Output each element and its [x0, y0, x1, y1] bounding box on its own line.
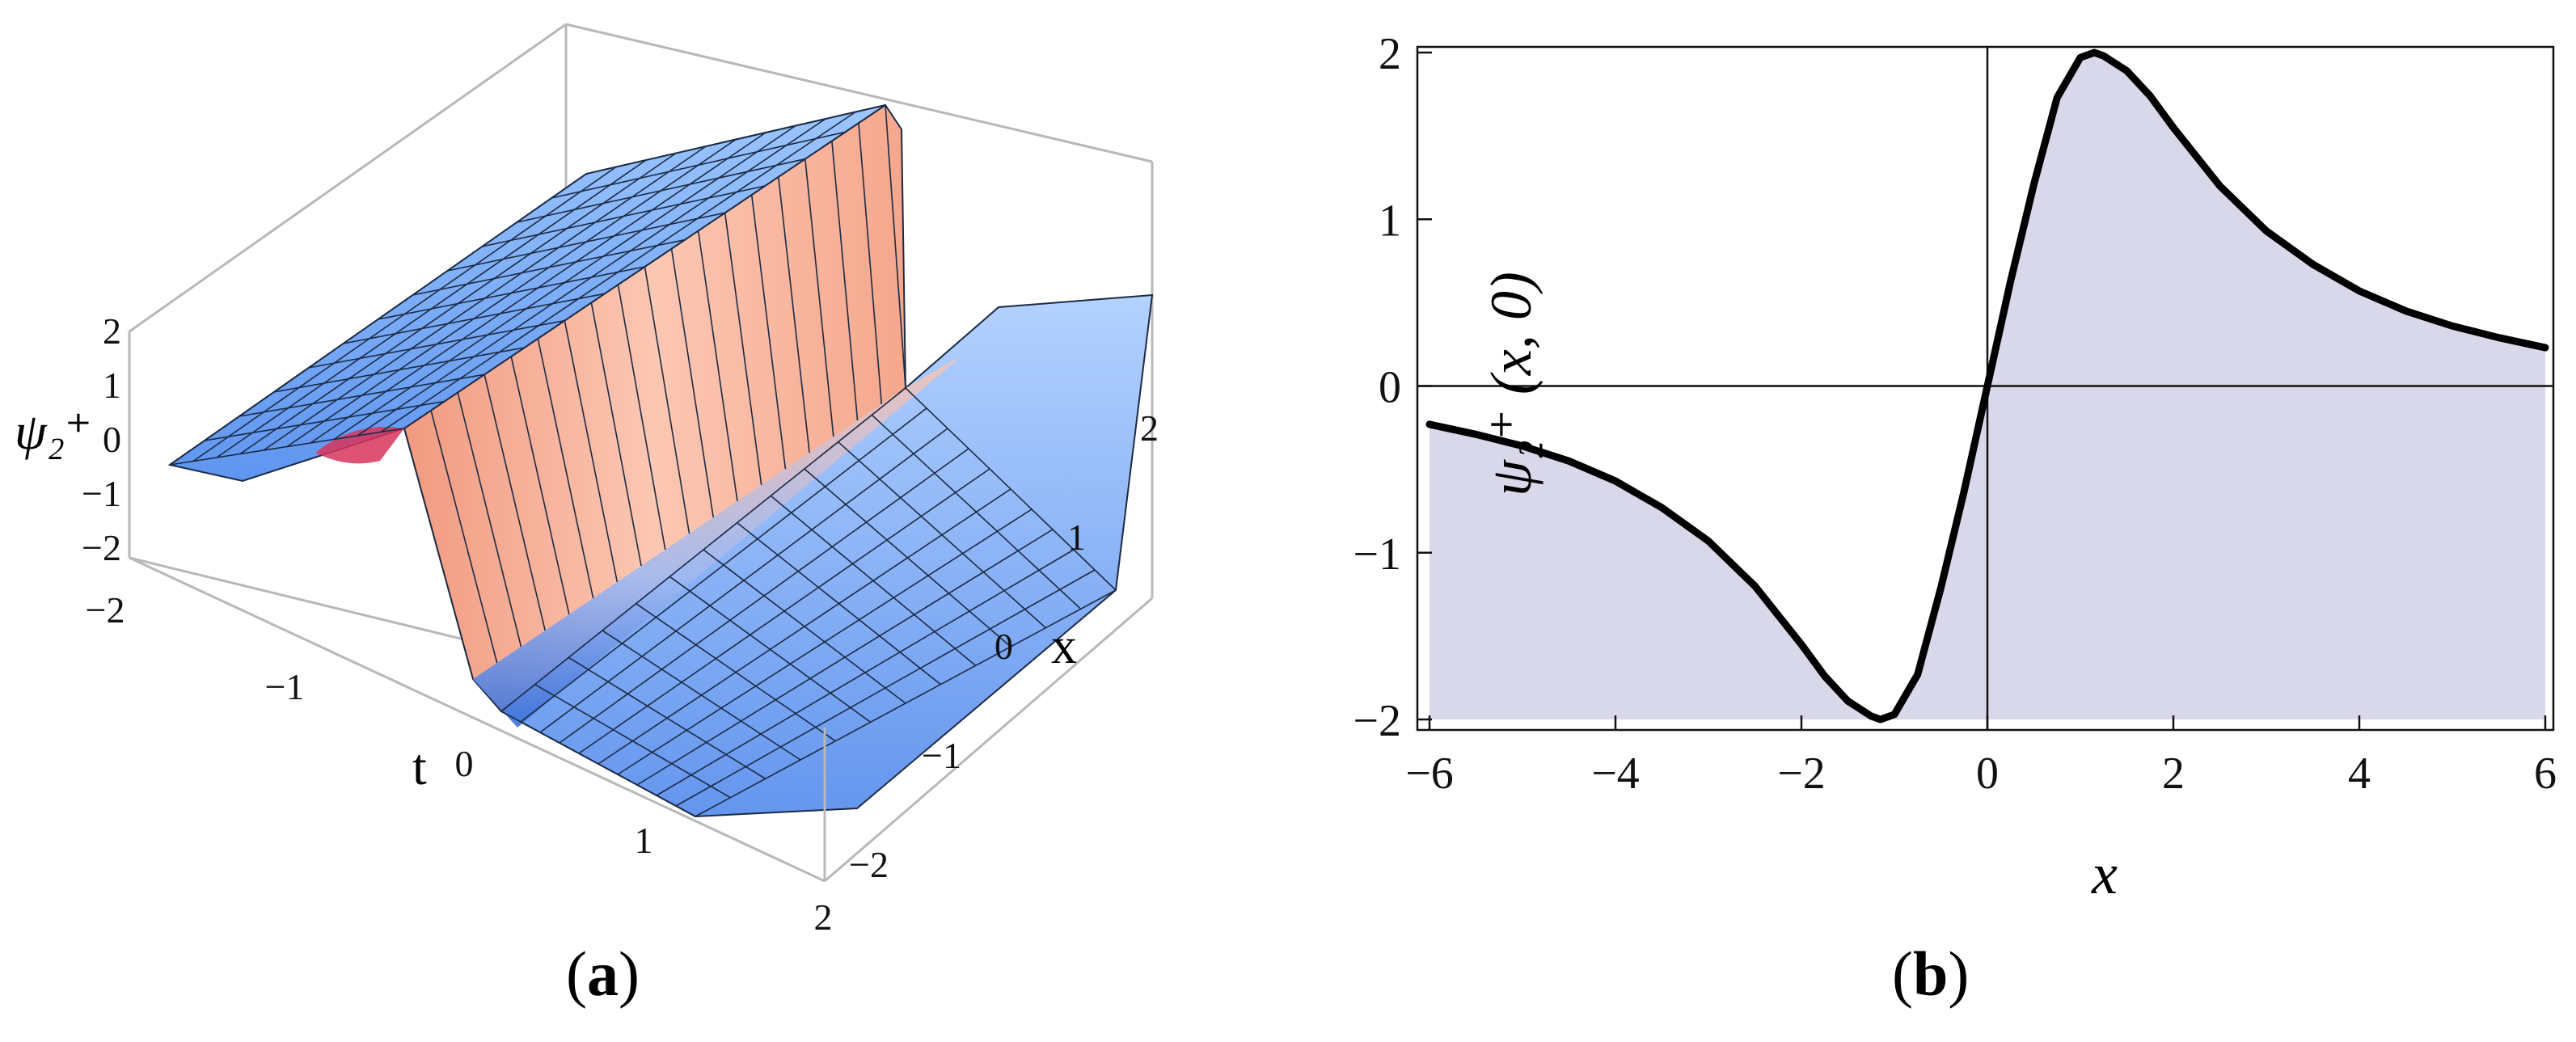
mesh-line — [617, 508, 1033, 775]
mesh-line — [831, 141, 859, 421]
chart-b-y-axis-label: ψ₂⁺ (x, 0) — [1479, 272, 1543, 496]
panel-b-line-chart: −6 −4 −2 0 2 4 6 2 1 0 −1 −2 x ψ₂⁺ (x, 0) — [1288, 0, 2576, 1038]
mesh-line — [695, 589, 1117, 817]
x-tick-label: 2 — [1140, 407, 1159, 449]
mesh-line — [430, 410, 498, 664]
x-tick-label: −2 — [1777, 749, 1826, 799]
mesh-line — [675, 569, 1096, 807]
mesh-line — [750, 195, 787, 470]
mesh-line — [590, 302, 642, 567]
surface-ridge-base — [473, 356, 962, 728]
mesh-line — [169, 428, 405, 466]
mesh-line — [777, 176, 810, 454]
mesh-line — [510, 356, 570, 615]
mesh-line — [804, 158, 834, 437]
mesh-line — [343, 293, 606, 344]
y-tick-label: −1 — [1353, 529, 1401, 580]
mesh-line — [273, 347, 525, 393]
mesh-line — [482, 185, 766, 247]
x-tick-label: 0 — [995, 626, 1013, 667]
z-tick-label: 0 — [103, 419, 121, 460]
mesh-line — [537, 338, 594, 599]
mesh-line — [564, 320, 619, 583]
mesh-line — [656, 549, 1075, 796]
x-tick-label: 4 — [2348, 749, 2371, 799]
mesh-line — [539, 428, 948, 733]
surface-axis-ticks: 2 1 0 −1 −2 2 1 0 −1 −2 −2 −1 0 1 2 — [82, 310, 1159, 938]
mesh-line — [484, 374, 546, 631]
x-tick-label: −6 — [1405, 749, 1454, 799]
z-tick-label: −1 — [82, 473, 121, 514]
chart-b-x-axis-label: x — [2091, 842, 2118, 906]
t-tick-label: 0 — [455, 743, 474, 784]
x-tick-label: 1 — [1067, 517, 1086, 558]
x-tick-label: −1 — [922, 735, 961, 776]
mesh-line — [617, 285, 666, 551]
series-line — [1425, 49, 2549, 723]
mesh-line — [520, 407, 927, 723]
mesh-line — [308, 319, 565, 369]
t-tick-label: 2 — [814, 896, 833, 938]
mesh-line — [585, 104, 886, 175]
mesh-line — [447, 212, 725, 272]
mesh-line — [500, 387, 906, 712]
mesh-line — [858, 123, 883, 405]
z-axis-label: ψ₂⁺ — [15, 403, 92, 460]
t-tick-label: −2 — [86, 589, 125, 631]
mesh-line — [578, 468, 990, 754]
surface-plot-svg: 2 1 0 −1 −2 2 1 0 −1 −2 −2 −1 0 1 2 ψ₂⁺ x t — [15, 23, 1159, 938]
mesh-line — [403, 428, 474, 680]
x-tick-label: −2 — [849, 844, 889, 885]
mesh-line — [204, 400, 445, 441]
mesh-line — [239, 373, 485, 417]
mesh-line — [670, 248, 715, 518]
y-tick-label: 2 — [1379, 29, 1401, 79]
surface-left-dip — [315, 427, 404, 464]
mesh-line — [598, 488, 1011, 765]
mesh-line — [551, 131, 846, 199]
x-tick-label: 6 — [2534, 749, 2557, 799]
x-axis-label: x — [1051, 617, 1077, 674]
x-tick-label: 2 — [2162, 749, 2185, 799]
t-tick-label: 1 — [635, 820, 653, 861]
z-tick-label: 1 — [103, 365, 121, 406]
y-tick-label: 0 — [1379, 363, 1401, 413]
line-chart-svg: −6 −4 −2 0 2 4 6 2 1 0 −1 −2 x ψ₂⁺ (x, 0) — [1353, 29, 2557, 906]
surface-mesh — [169, 104, 1117, 817]
panel-a-surface-plot: 2 1 0 −1 −2 2 1 0 −1 −2 −2 −1 0 1 2 ψ₂⁺ x t — [0, 0, 1288, 1038]
surface-front-plateau — [500, 293, 1154, 818]
x-tick-label: −4 — [1591, 749, 1640, 799]
caption-b: (b) — [1892, 939, 1970, 1009]
mesh-line — [697, 230, 738, 502]
caption-a: (a) — [566, 939, 640, 1009]
t-tick-label: −1 — [265, 666, 305, 707]
plot-frame — [1416, 45, 2555, 732]
mesh-line — [636, 529, 1054, 786]
chart-b-ticks: −6 −4 −2 0 2 4 6 2 1 0 −1 −2 — [1353, 29, 2557, 799]
mesh-line — [378, 266, 645, 320]
bounding-box-front — [129, 392, 1154, 883]
mesh-line — [885, 104, 906, 389]
t-axis-label: t — [412, 738, 427, 795]
z-tick-label: 2 — [103, 310, 121, 352]
mesh-line — [516, 158, 806, 223]
y-tick-label: 1 — [1379, 196, 1401, 246]
x-tick-label: 0 — [1976, 749, 1999, 799]
mesh-line — [559, 448, 969, 744]
mesh-line — [412, 238, 686, 296]
chart-b-plot-area — [1416, 45, 2555, 732]
mesh-line — [457, 392, 522, 648]
y-tick-label: −2 — [1353, 696, 1401, 746]
z-tick-label: −2 — [82, 527, 121, 568]
mesh-line — [644, 266, 690, 534]
mesh-line — [724, 213, 762, 486]
